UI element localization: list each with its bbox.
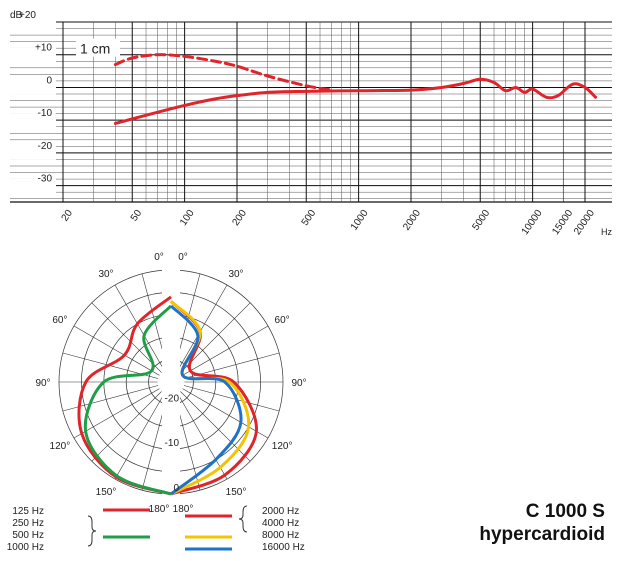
polar-angle-label-right: 60° xyxy=(275,315,290,326)
y-label-bg xyxy=(10,15,56,29)
polar-spoke xyxy=(170,381,269,439)
legend-brace-left xyxy=(87,515,97,547)
x-tick-label: 500 xyxy=(300,208,319,228)
response-curve-1cm xyxy=(113,53,334,92)
polar-angle-label-right: 90° xyxy=(291,378,306,389)
x-tick-label: 20000 xyxy=(572,208,597,237)
polar-curve-right xyxy=(169,304,243,496)
x-tick-label: 200 xyxy=(230,208,249,228)
polar-angle-label-right: 30° xyxy=(228,269,243,280)
x-tick-label: 100 xyxy=(178,208,197,228)
y-label-bg xyxy=(10,145,56,160)
polar-angle-label-right: 0° xyxy=(178,252,188,263)
polar-angle-label-right: 150° xyxy=(226,487,247,498)
response-curve xyxy=(113,77,598,125)
polar-spoke xyxy=(91,381,172,462)
legend-label-left: 250 Hz xyxy=(12,518,44,529)
x-tick-label: 1000 xyxy=(349,208,371,233)
product-label: C 1000 S hypercardioid xyxy=(479,500,605,546)
polar-hub xyxy=(157,368,185,396)
x-tick-label: 10000 xyxy=(520,208,545,237)
polar-angle-label-right: 180° xyxy=(173,504,194,515)
y-label-bg xyxy=(10,113,56,128)
polar-spoke xyxy=(62,381,172,412)
x-tick-label: 50 xyxy=(129,208,145,224)
y-tick-label: +10 xyxy=(35,43,52,54)
x-tick-label: 20 xyxy=(60,208,76,224)
polar-radial-label: 0 xyxy=(173,483,179,494)
polar-spoke xyxy=(170,325,269,383)
legend-label-right: 8000 Hz xyxy=(262,530,299,541)
legend-label-left: 125 Hz xyxy=(12,506,44,517)
polar-spoke xyxy=(62,352,172,383)
legend-brace-right xyxy=(238,505,248,533)
annotation-bg xyxy=(76,38,120,57)
polar-spoke xyxy=(73,325,172,383)
polar-spoke xyxy=(73,381,172,439)
y-tick-label: +20 xyxy=(19,10,36,21)
polar-angle-label-left: 30° xyxy=(98,269,113,280)
polar-spoke xyxy=(114,284,172,383)
polar-angle-label-left: 150° xyxy=(96,487,117,498)
polar-spoke xyxy=(170,381,228,480)
polar-angle-label-left: 120° xyxy=(50,441,71,452)
polar-radial-label: -10 xyxy=(165,438,180,449)
polar-spoke xyxy=(170,381,280,412)
x-tick-label: 2000 xyxy=(401,208,423,233)
y-tick-label: -20 xyxy=(38,141,53,152)
x-axis-unit: Hz xyxy=(601,227,612,237)
polar-radial-label: -20 xyxy=(165,393,180,404)
legend-label-left: 1000 Hz xyxy=(7,542,44,553)
frequency-response-chart: +20 +10 0 -10 -20 -30 dB 20 50 100 200 500 1000 2000 5… xyxy=(10,10,612,237)
y-tick-label: -10 xyxy=(38,108,53,119)
polar-angle-label-right: 120° xyxy=(272,441,293,452)
legend-label-right: 4000 Hz xyxy=(262,518,299,529)
pattern-name: hypercardioid xyxy=(479,524,605,545)
model-name: C 1000 S xyxy=(525,501,605,522)
legend-label-right: 2000 Hz xyxy=(262,506,299,517)
polar-curve-right xyxy=(169,300,251,496)
y-axis-label: dB xyxy=(10,10,23,21)
legend-label-left: 500 Hz xyxy=(12,530,44,541)
x-tick-label: 15000 xyxy=(550,208,575,237)
y-tick-label: -30 xyxy=(38,174,53,185)
polar-pattern-chart: 180° 180° 150° 150° 120° 120° 90° 90° 60° 60° 30° 3… xyxy=(35,250,307,515)
polar-spoke xyxy=(114,381,172,480)
y-label-bg xyxy=(10,178,56,193)
polar-angle-label-left: 60° xyxy=(52,315,67,326)
annotation-1cm: 1 cm xyxy=(80,41,110,57)
legend-label-right: 16000 Hz xyxy=(262,542,305,553)
polar-angle-label-left: 0° xyxy=(154,252,164,263)
y-label-bg xyxy=(10,47,56,62)
y-label-bg xyxy=(10,80,56,95)
polar-angle-label-left: 180° xyxy=(149,504,170,515)
polar-spoke xyxy=(170,381,251,462)
polar-angle-label-left: 90° xyxy=(35,378,50,389)
y-tick-label: 0 xyxy=(46,75,52,86)
x-tick-label: 5000 xyxy=(470,208,492,233)
polar-curve-left xyxy=(83,304,173,496)
